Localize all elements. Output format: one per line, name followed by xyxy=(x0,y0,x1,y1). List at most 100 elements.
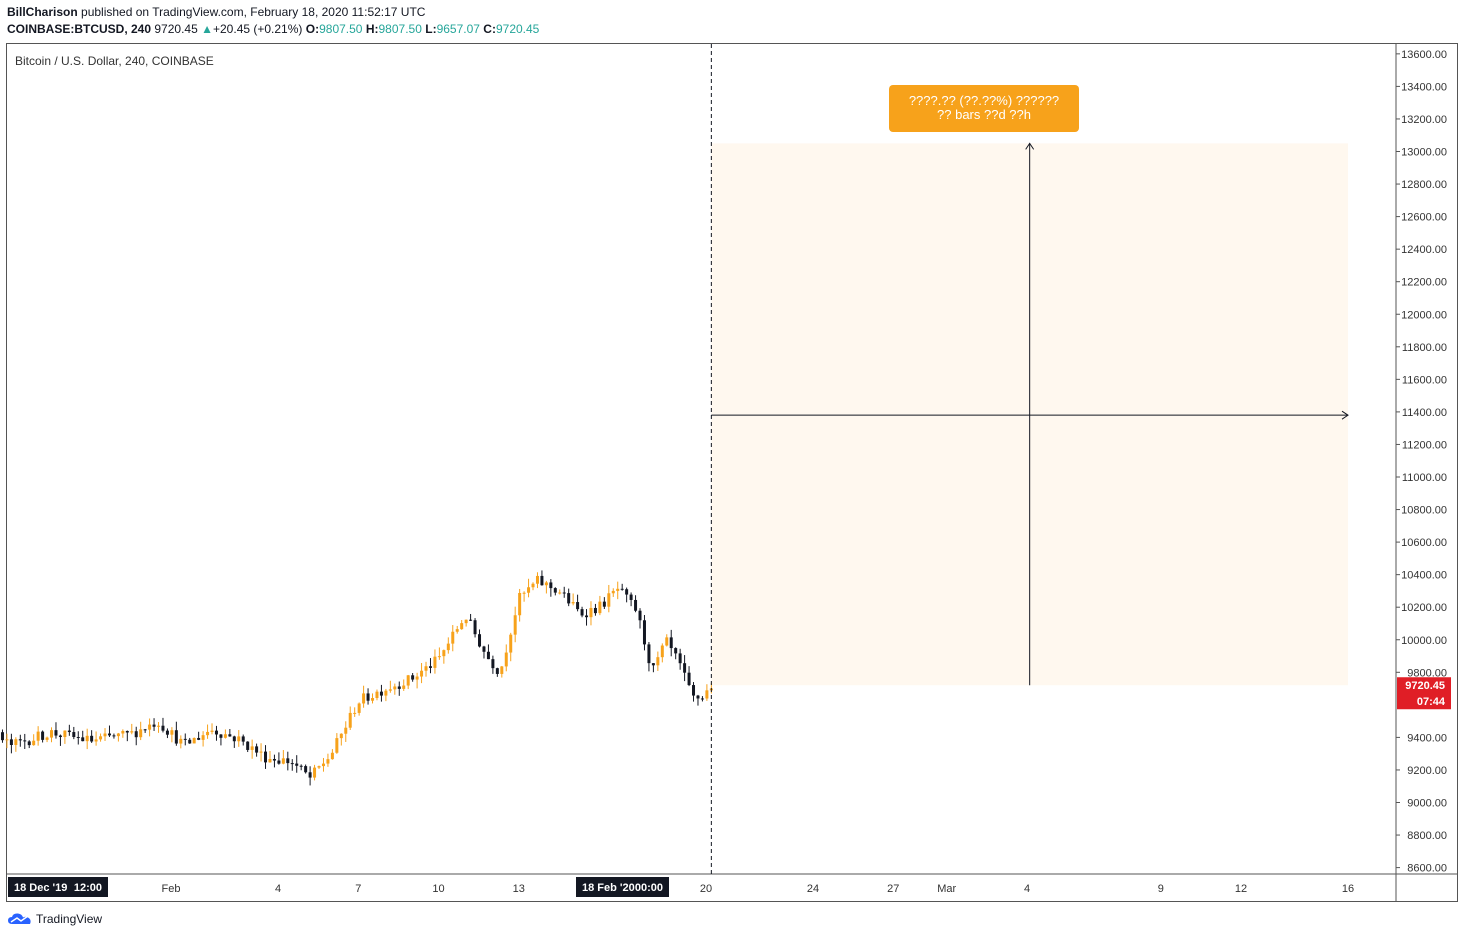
up-arrow-icon xyxy=(1025,142,1035,150)
candle-body xyxy=(469,619,473,621)
author-name[interactable]: BillCharison xyxy=(7,5,78,19)
price-tick-label: 12200.00 xyxy=(1401,277,1447,289)
candle-body xyxy=(134,731,138,738)
candle-body xyxy=(250,746,254,750)
price-tick-label: 12000.00 xyxy=(1401,309,1447,321)
candle-body xyxy=(272,758,276,761)
candle-body xyxy=(201,735,205,740)
price-tick-label: 13600.00 xyxy=(1401,49,1447,61)
chart-frame xyxy=(6,43,1458,902)
price-tick-label: 10000.00 xyxy=(1401,635,1447,647)
candle-body xyxy=(424,666,428,671)
candle-body xyxy=(326,759,330,764)
candle-body xyxy=(495,668,499,674)
candle-body xyxy=(674,648,678,654)
candle-body xyxy=(580,609,584,616)
time-tick-label: 7 xyxy=(355,883,361,895)
candle-body xyxy=(112,735,116,737)
candle-body xyxy=(571,602,575,604)
candle-body xyxy=(72,732,76,737)
price-tick-label: 13000.00 xyxy=(1401,147,1447,159)
candle-body xyxy=(446,643,450,651)
candle-body xyxy=(107,733,111,736)
candle-body xyxy=(687,672,691,686)
candle-body xyxy=(161,725,165,731)
price-tick-label: 10800.00 xyxy=(1401,505,1447,517)
right-arrow-icon xyxy=(1341,410,1349,420)
candle-body xyxy=(259,751,263,753)
right-date-label-date: 18 Feb '20 xyxy=(582,882,635,894)
callout-line-1: ????.?? (??.??%) ?????? xyxy=(908,93,1060,108)
candle-body xyxy=(143,729,147,731)
candle-body xyxy=(130,731,134,733)
callout-line-2: ?? bars ??d ??h xyxy=(937,107,1031,122)
time-tick-label: Feb xyxy=(162,883,181,895)
candle-body xyxy=(692,685,696,696)
candle-body xyxy=(522,592,526,594)
candle-body xyxy=(602,601,606,607)
time-tick-label: 10 xyxy=(432,883,444,895)
candle-body xyxy=(669,637,673,649)
candle-body xyxy=(660,645,664,658)
candle-body xyxy=(535,575,539,584)
candle-body xyxy=(544,582,548,586)
candle-body xyxy=(362,693,366,704)
candle-body xyxy=(197,737,201,740)
candle-body xyxy=(607,593,611,607)
tradingview-brand[interactable]: TradingView xyxy=(8,912,102,926)
candle-body xyxy=(183,738,187,740)
candle-body xyxy=(54,730,58,736)
candle-body xyxy=(629,594,633,600)
price-tick-label: 9400.00 xyxy=(1407,732,1447,744)
candle-body xyxy=(638,610,642,621)
price-tick-label: 8600.00 xyxy=(1407,863,1447,875)
time-tick-label: 4 xyxy=(275,883,281,895)
candle-body xyxy=(103,733,107,737)
candle-body xyxy=(665,637,669,646)
candle-body xyxy=(585,615,589,618)
price-tick-label: 12800.00 xyxy=(1401,179,1447,191)
candle-body xyxy=(246,741,250,750)
candle-body xyxy=(125,730,129,733)
candle-body xyxy=(330,752,334,760)
candle-body xyxy=(678,653,682,664)
candle-body xyxy=(415,676,419,680)
candle-body xyxy=(384,690,388,696)
candle-body xyxy=(206,731,210,736)
candle-body xyxy=(642,620,646,645)
candle-body xyxy=(27,741,31,746)
candle-body xyxy=(214,730,218,735)
candle-body xyxy=(94,739,98,742)
price-tick-label: 11800.00 xyxy=(1402,342,1447,354)
candle-body xyxy=(99,736,103,740)
candle-body xyxy=(647,644,651,664)
price-tick-label: 10400.00 xyxy=(1401,570,1447,582)
candle-body xyxy=(18,739,22,741)
candle-body xyxy=(558,592,562,594)
time-tick-label: Mar xyxy=(937,883,956,895)
candle-body xyxy=(290,763,294,765)
candle-body xyxy=(500,666,504,674)
price-tick-label: 12400.00 xyxy=(1401,244,1447,256)
candle-body xyxy=(437,656,441,658)
candle-body xyxy=(116,733,120,737)
time-tick-label: 12 xyxy=(1235,883,1247,895)
price-change: +20.45 (+0.21%) xyxy=(213,22,303,36)
right-date-label-time: 00:00 xyxy=(635,882,663,894)
candle-body xyxy=(90,735,94,742)
price-tick-label: 10600.00 xyxy=(1401,537,1447,549)
candle-body xyxy=(513,615,517,635)
projection-callout[interactable]: ????.?? (??.??%) ?????? ?? bars ??d ??h xyxy=(889,85,1079,132)
candle-body xyxy=(219,734,223,738)
candle-body xyxy=(0,732,4,741)
candle-body xyxy=(540,575,544,586)
symbol-name: COINBASE:BTCUSD, 240 xyxy=(7,22,152,36)
candle-body xyxy=(317,766,321,768)
up-arrow-icon: ▲ xyxy=(201,22,213,36)
candle-body xyxy=(393,686,397,690)
candle-body xyxy=(562,592,566,594)
candle-body xyxy=(67,730,71,733)
candle-body xyxy=(442,650,446,657)
high-value: 9807.50 xyxy=(378,22,422,36)
